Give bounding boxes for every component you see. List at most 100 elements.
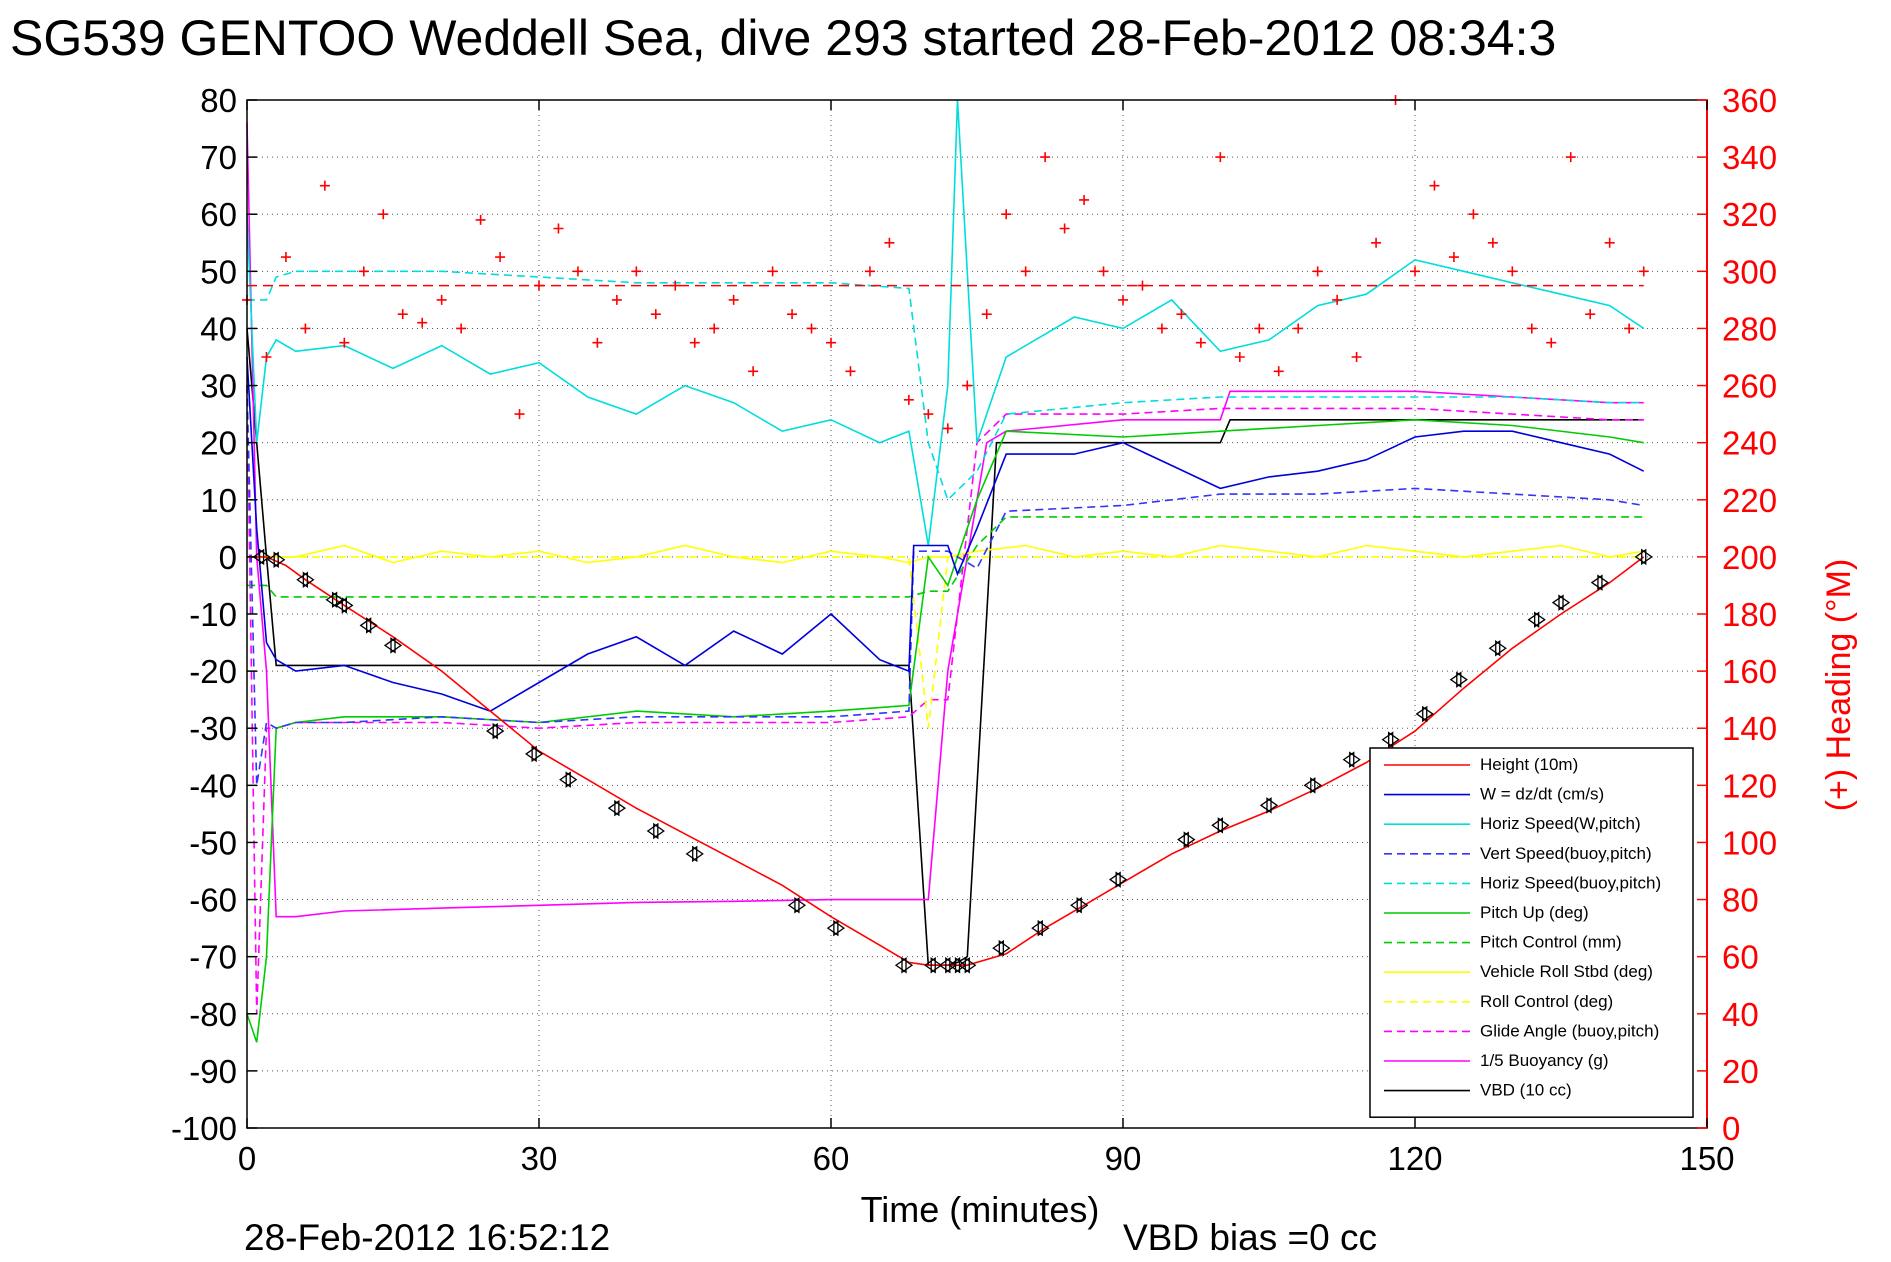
- right-y-tick-label: 360: [1722, 82, 1777, 119]
- heading-point: [280, 252, 291, 263]
- dive-marker-right: [1597, 574, 1610, 591]
- heading-point: [981, 309, 992, 320]
- dive-marker-left: [325, 591, 338, 608]
- heading-point: [475, 214, 486, 225]
- heading-point: [1176, 309, 1187, 320]
- heading-point: [358, 266, 369, 277]
- dive-marker-left: [685, 845, 698, 863]
- dive-marker-right: [794, 897, 807, 914]
- heading-point: [1273, 366, 1284, 377]
- dive-marker-right: [964, 956, 977, 974]
- dive-marker-left: [296, 571, 309, 588]
- heading-point: [319, 180, 330, 191]
- right-y-axis-label: (+) Heading (°M): [1820, 559, 1858, 812]
- right-y-tick-label: 160: [1722, 653, 1777, 690]
- legend-label: W = dz/dt (cm/s): [1480, 785, 1604, 804]
- heading-point: [1351, 352, 1362, 362]
- dive-marker-left: [787, 897, 800, 914]
- y-tick-label: -40: [189, 767, 237, 804]
- right-y-tick-label: 80: [1722, 882, 1759, 919]
- legend: Height (10m) W = dz/dt (cm/s) Horiz Speed(…: [1369, 747, 1694, 1118]
- dive-marker-right: [258, 548, 271, 566]
- x-tick-label: 60: [813, 1140, 850, 1177]
- y-tick-label: 50: [200, 253, 237, 290]
- dive-marker-right: [930, 956, 943, 974]
- dive-markers: [252, 548, 1653, 974]
- heading-point: [1195, 337, 1206, 348]
- right-y-tick-label: 240: [1722, 425, 1777, 462]
- dive-marker-left: [335, 597, 347, 614]
- dive-marker-right: [1266, 797, 1279, 814]
- heading-point: [1156, 323, 1167, 334]
- dive-marker-right: [1076, 897, 1089, 914]
- dive-marker-left: [1031, 919, 1043, 937]
- dive-marker-right: [614, 799, 627, 817]
- series-line-3: [246, 385, 1644, 786]
- right-y-tick-label: 180: [1722, 596, 1777, 633]
- legend-label: Horiz Speed(W,pitch): [1480, 814, 1641, 833]
- footer-timestamp: 28-Feb-2012 16:52:12: [244, 1217, 610, 1258]
- right-y-tick-label: 320: [1722, 196, 1777, 233]
- legend-label: Vert Speed(buoy,pitch): [1480, 844, 1652, 863]
- right-y-tick-label: 60: [1722, 939, 1759, 976]
- heading-point: [1410, 266, 1420, 277]
- heading-point: [1079, 194, 1090, 205]
- x-tick-label: 120: [1387, 1140, 1442, 1177]
- heading-point: [417, 317, 428, 328]
- dive-marker-right: [366, 617, 378, 634]
- dive-marker-right: [998, 939, 1011, 957]
- y-tick-label: -30: [189, 710, 237, 747]
- dive-marker-right: [1641, 548, 1653, 566]
- x-axis-ticks: 0 30 60 90 120 150: [238, 100, 1735, 1177]
- series-line-2: [246, 99, 1645, 546]
- dive-marker-left: [894, 956, 907, 974]
- right-y-tick-label: 100: [1722, 824, 1777, 861]
- heading-point: [261, 352, 272, 362]
- dive-marker-left: [559, 771, 571, 788]
- heading-point: [1624, 323, 1635, 334]
- heading-point: [1118, 294, 1128, 305]
- series-line-7: [247, 544, 1644, 564]
- dive-marker-right: [954, 956, 967, 974]
- dive-marker-left: [383, 637, 396, 654]
- dive-marker-right: [1115, 871, 1128, 888]
- dive-marker-right: [1183, 831, 1196, 848]
- right-y-tick-label: 300: [1722, 253, 1777, 290]
- heading-point: [1332, 294, 1343, 305]
- y-tick-label: -60: [189, 882, 237, 919]
- heading-point: [1137, 280, 1148, 291]
- dive-marker-left: [992, 939, 1004, 957]
- heading-point: [572, 266, 583, 277]
- chart-title: SG539 GENTOO Weddell Sea, dive 293 start…: [10, 10, 1556, 66]
- legend-label: Vehicle Roll Stbd (deg): [1480, 962, 1653, 981]
- y-tick-label: -20: [189, 653, 237, 690]
- heading-point: [514, 409, 525, 420]
- y-tick-label: 40: [200, 310, 237, 347]
- heading-point: [1604, 237, 1615, 248]
- heading-point: [456, 323, 467, 334]
- dive-marker-right: [1534, 611, 1546, 628]
- right-y-axis-ticks: 3603403203002802602402202001801601401201…: [1697, 82, 1777, 1147]
- y-tick-label: -70: [189, 939, 237, 976]
- dive-marker-left: [1634, 548, 1647, 566]
- dive-marker-left: [826, 919, 839, 937]
- dive-marker-right: [1349, 751, 1361, 768]
- dive-marker-left: [607, 799, 620, 817]
- heading-point: [728, 294, 739, 305]
- heading-point: [864, 266, 875, 277]
- series-traces: [246, 99, 1645, 1043]
- dive-marker-right: [341, 597, 354, 614]
- series-line-4: [247, 270, 1644, 502]
- heading-point: [689, 337, 700, 348]
- legend-label: Pitch Control (mm): [1480, 933, 1622, 952]
- y-axis-ticks: 80 70 60 50 40 30 20 10 0 -10 -20 -30 -40 -50 -60 -70 -8…: [171, 82, 257, 1147]
- series-line-8: [247, 556, 1644, 729]
- dive-marker-right: [945, 956, 957, 974]
- heading-point: [1507, 266, 1518, 277]
- dive-marker-left: [1342, 751, 1355, 768]
- dive-marker-left: [1108, 871, 1121, 888]
- right-y-tick-label: 280: [1722, 310, 1777, 347]
- dive-marker-left: [958, 956, 970, 974]
- legend-label: Pitch Up (deg): [1480, 903, 1589, 922]
- heading-point: [670, 280, 681, 291]
